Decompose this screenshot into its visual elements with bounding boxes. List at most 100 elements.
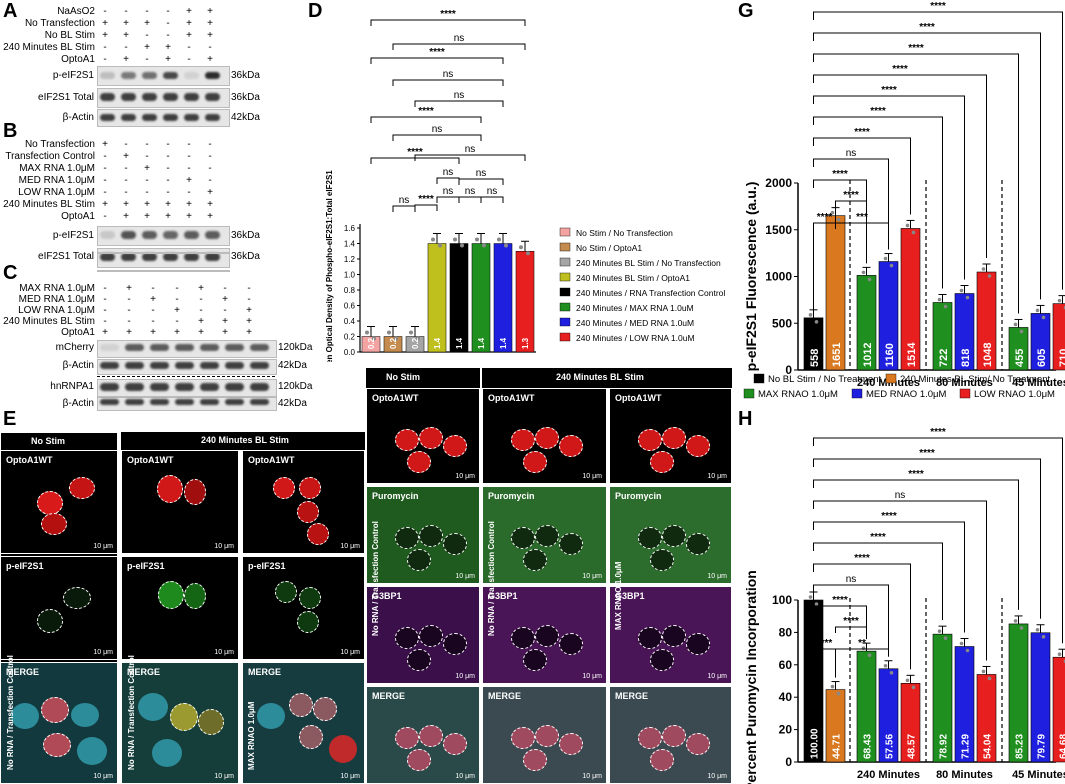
blot-band [225, 344, 244, 351]
blot-a-row-label: No BL Stim [44, 30, 95, 41]
mic-f-row-label: MERGE [488, 691, 522, 701]
blot-c-band-name: β-Actin [62, 360, 94, 371]
significance-bracket [813, 563, 911, 670]
data-point [943, 304, 948, 309]
data-point [482, 243, 486, 248]
mic-e-header: No Stim [31, 436, 66, 446]
panel-label-e: E [3, 408, 17, 430]
mic-e-row-label: MERGE [127, 667, 161, 677]
significance-label: ns [846, 574, 857, 585]
blot-band [163, 93, 178, 101]
bar-value-label: 1.4 [499, 337, 508, 349]
scale-bar: 10 μm [93, 773, 113, 780]
scale-bar: 10 μm [707, 473, 727, 480]
blot-sign: - [223, 305, 227, 316]
blot-sign: - [187, 42, 191, 53]
mic-f-side-label: MAX RNAO 1.0μM [614, 561, 623, 630]
blot-sign: - [187, 139, 191, 150]
mic-f-tile: OptoA1WT 10 μm [366, 388, 480, 484]
significance-label: **** [817, 638, 833, 649]
bar-value-label: 0.2 [389, 337, 398, 349]
y-tick-label: 0 [785, 363, 792, 377]
blot-band [163, 72, 178, 79]
blot-sign: - [103, 211, 107, 222]
significance-label: **** [870, 106, 886, 117]
cell [407, 749, 431, 771]
blot-sign: + [198, 316, 204, 327]
blot-sign: - [166, 18, 170, 29]
cell [407, 451, 431, 473]
significance-bracket [813, 95, 965, 280]
mic-f-row-label: Puromycin [372, 491, 419, 501]
data-point [416, 336, 420, 341]
blot-sign: + [150, 294, 156, 305]
data-point [830, 210, 835, 215]
blot-sign: - [145, 139, 149, 150]
mic-f-tile: G3BP1 10 μm [366, 586, 480, 684]
significance-label: **** [881, 85, 897, 96]
y-tick-label: 500 [772, 316, 792, 330]
significance-bracket [370, 19, 526, 26]
bar [427, 243, 447, 353]
western-blot-c: MAX RNA 1.0μM MED RNA 1.0μM LOW RNA 1.0μ… [0, 0, 312, 411]
mic-f-row-label: Puromycin [488, 491, 535, 501]
y-axis-label: Ratio Between Optical Density of Phospho… [325, 170, 334, 362]
blot-sign: - [166, 175, 170, 186]
scale-bar: 10 μm [455, 473, 475, 480]
legend-label: No Stim / No Transfection [576, 228, 673, 238]
blot-band [205, 72, 220, 79]
significance-label: **** [919, 448, 935, 459]
mic-e-row-label: OptoA1WT [6, 455, 53, 465]
panel-label-g: G [738, 0, 754, 22]
blot-band [205, 231, 220, 239]
blot-sign: + [144, 163, 150, 174]
cell [158, 581, 184, 609]
cell [650, 749, 674, 771]
panel-label-a: A [3, 0, 18, 22]
data-point [475, 237, 479, 242]
data-point [504, 243, 508, 248]
blot-sign: - [103, 283, 107, 294]
cell [638, 627, 662, 649]
blot-sign: + [144, 42, 150, 53]
cell [559, 533, 583, 555]
blot-band [150, 383, 169, 391]
blot-band [125, 383, 144, 391]
cell [523, 451, 547, 473]
scale-bar: 10 μm [582, 573, 602, 580]
group-label: 45 Minutes [1012, 377, 1065, 389]
significance-label: **** [881, 511, 897, 522]
cell [395, 527, 419, 549]
data-point [959, 641, 964, 646]
mic-f-side-label: No RNA / Transfection Control [371, 521, 380, 636]
blot-c-band-name: mCherry [55, 342, 94, 353]
cell [638, 727, 662, 749]
microscopy-panel-e: No Stim 240 Minutes BL Stim OptoA1WT 10 … [0, 432, 365, 784]
cell [313, 697, 337, 721]
legend-label: 240 Minutes BL Stim / OptoA1 [576, 273, 690, 283]
cell [662, 625, 686, 647]
blot-sign: - [166, 139, 170, 150]
bar-value-label: 1.4 [477, 337, 486, 349]
blot-sign: - [124, 163, 128, 174]
cell [559, 633, 583, 655]
blot-sign: - [145, 30, 149, 41]
significance-bracket [813, 137, 911, 215]
significance-bracket [436, 177, 460, 184]
bar-value-label: 455 [1014, 349, 1026, 367]
significance-label: ns [443, 186, 454, 197]
blot-c-row-label: MED RNA 1.0μM [18, 294, 95, 305]
scale-bar: 10 μm [93, 649, 113, 656]
cell [523, 649, 547, 671]
scale-bar: 10 μm [340, 649, 360, 656]
scale-bar: 10 μm [340, 543, 360, 550]
cell [443, 733, 467, 755]
significance-label: **** [908, 43, 924, 54]
cell [419, 625, 443, 647]
blot-sign: + [165, 54, 171, 65]
blot-band [150, 399, 169, 405]
chart-d: 0.0 0.2 0.4 0.6 0.8 1.0 1.2 1.4 1.6 Ratio Between… [325, 9, 725, 362]
y-tick-label: 20 [779, 723, 793, 737]
y-axis-label: Percent Puromycin Incorporation [743, 570, 759, 784]
data-point [1019, 329, 1024, 334]
